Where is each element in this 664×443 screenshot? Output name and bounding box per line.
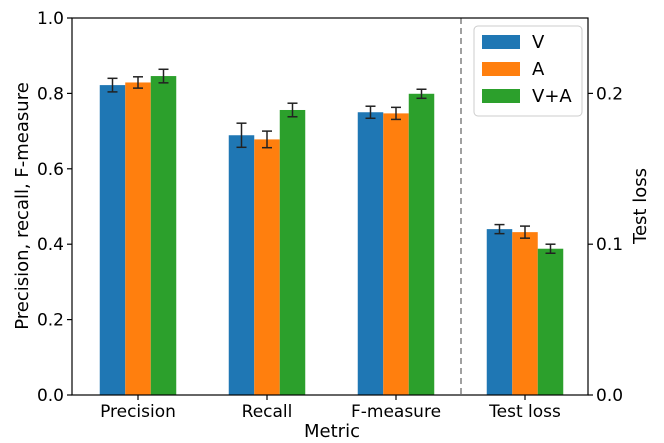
error-bar-1-0 xyxy=(133,76,143,89)
error-bar-2-0 xyxy=(158,68,169,84)
error-bar-2-2 xyxy=(416,88,427,100)
legend-swatch-2 xyxy=(482,89,520,103)
error-bar-1-2 xyxy=(391,106,401,121)
y-tick-label-right-0: 0.0 xyxy=(596,386,623,406)
y-tick-label-left-5: 1.0 xyxy=(37,9,64,29)
bar-v-f-measure xyxy=(357,112,384,395)
error-bars-layer xyxy=(107,68,556,254)
bar-v-recall xyxy=(228,135,255,395)
y-tick-label-left-1: 0.2 xyxy=(37,311,64,331)
right-axis: 0.0 0.1 0.2 xyxy=(588,84,623,406)
x-tick-label-3: Test loss xyxy=(488,402,561,422)
y-axis-title-left: Precision, recall, F-measure xyxy=(12,82,33,330)
legend: VA V+A xyxy=(473,25,583,117)
bar-vplusa-f-measure xyxy=(408,93,435,395)
x-tick-label-0: Precision xyxy=(100,402,176,422)
legend-label-2: V+A xyxy=(532,86,572,107)
error-bar-0-2 xyxy=(365,105,376,120)
x-tick-label-2: F-measure xyxy=(351,402,441,422)
bar-a-recall xyxy=(254,139,280,395)
left-axis: 0.0 0.2 0.4 0.6 0.8 1.0 xyxy=(37,9,72,406)
legend-label-0: V xyxy=(532,32,545,53)
bar-v-test-loss xyxy=(486,229,513,395)
y-tick-label-left-0: 0.0 xyxy=(37,386,64,406)
bar-v-precision xyxy=(99,85,126,395)
legend-swatch-1 xyxy=(482,62,520,76)
bar-vplusa-recall xyxy=(279,109,306,395)
y-tick-label-left-2: 0.4 xyxy=(37,235,64,255)
legend-swatch-0 xyxy=(482,35,520,49)
error-bar-2-1 xyxy=(287,102,298,118)
bar-a-test-loss xyxy=(512,232,538,395)
bar-vplusa-test-loss xyxy=(537,248,564,395)
x-axis-title: Metric xyxy=(304,421,360,442)
plot-frame xyxy=(71,17,589,396)
error-bar-0-1 xyxy=(236,122,247,149)
x-tick-label-1: Recall xyxy=(242,402,293,422)
bars-layer xyxy=(99,76,564,396)
bar-a-f-measure xyxy=(383,113,409,396)
error-bar-0-3 xyxy=(494,223,505,235)
legend-label-1: A xyxy=(532,59,545,80)
y-axis-title-right: Test loss xyxy=(630,168,651,245)
y-tick-label-right-1: 0.1 xyxy=(596,235,623,255)
error-bar-1-1 xyxy=(262,130,272,149)
error-bar-0-0 xyxy=(107,77,118,93)
bar-vplusa-precision xyxy=(150,76,177,396)
y-tick-label-left-4: 0.8 xyxy=(37,84,64,104)
error-bar-1-3 xyxy=(520,225,530,239)
y-tick-label-left-3: 0.6 xyxy=(37,160,64,180)
y-tick-label-right-2: 0.2 xyxy=(596,84,623,104)
bar-a-precision xyxy=(125,82,151,395)
error-bar-2-3 xyxy=(545,243,556,254)
x-axis: Precision Recall F-measure Test loss xyxy=(100,395,561,422)
